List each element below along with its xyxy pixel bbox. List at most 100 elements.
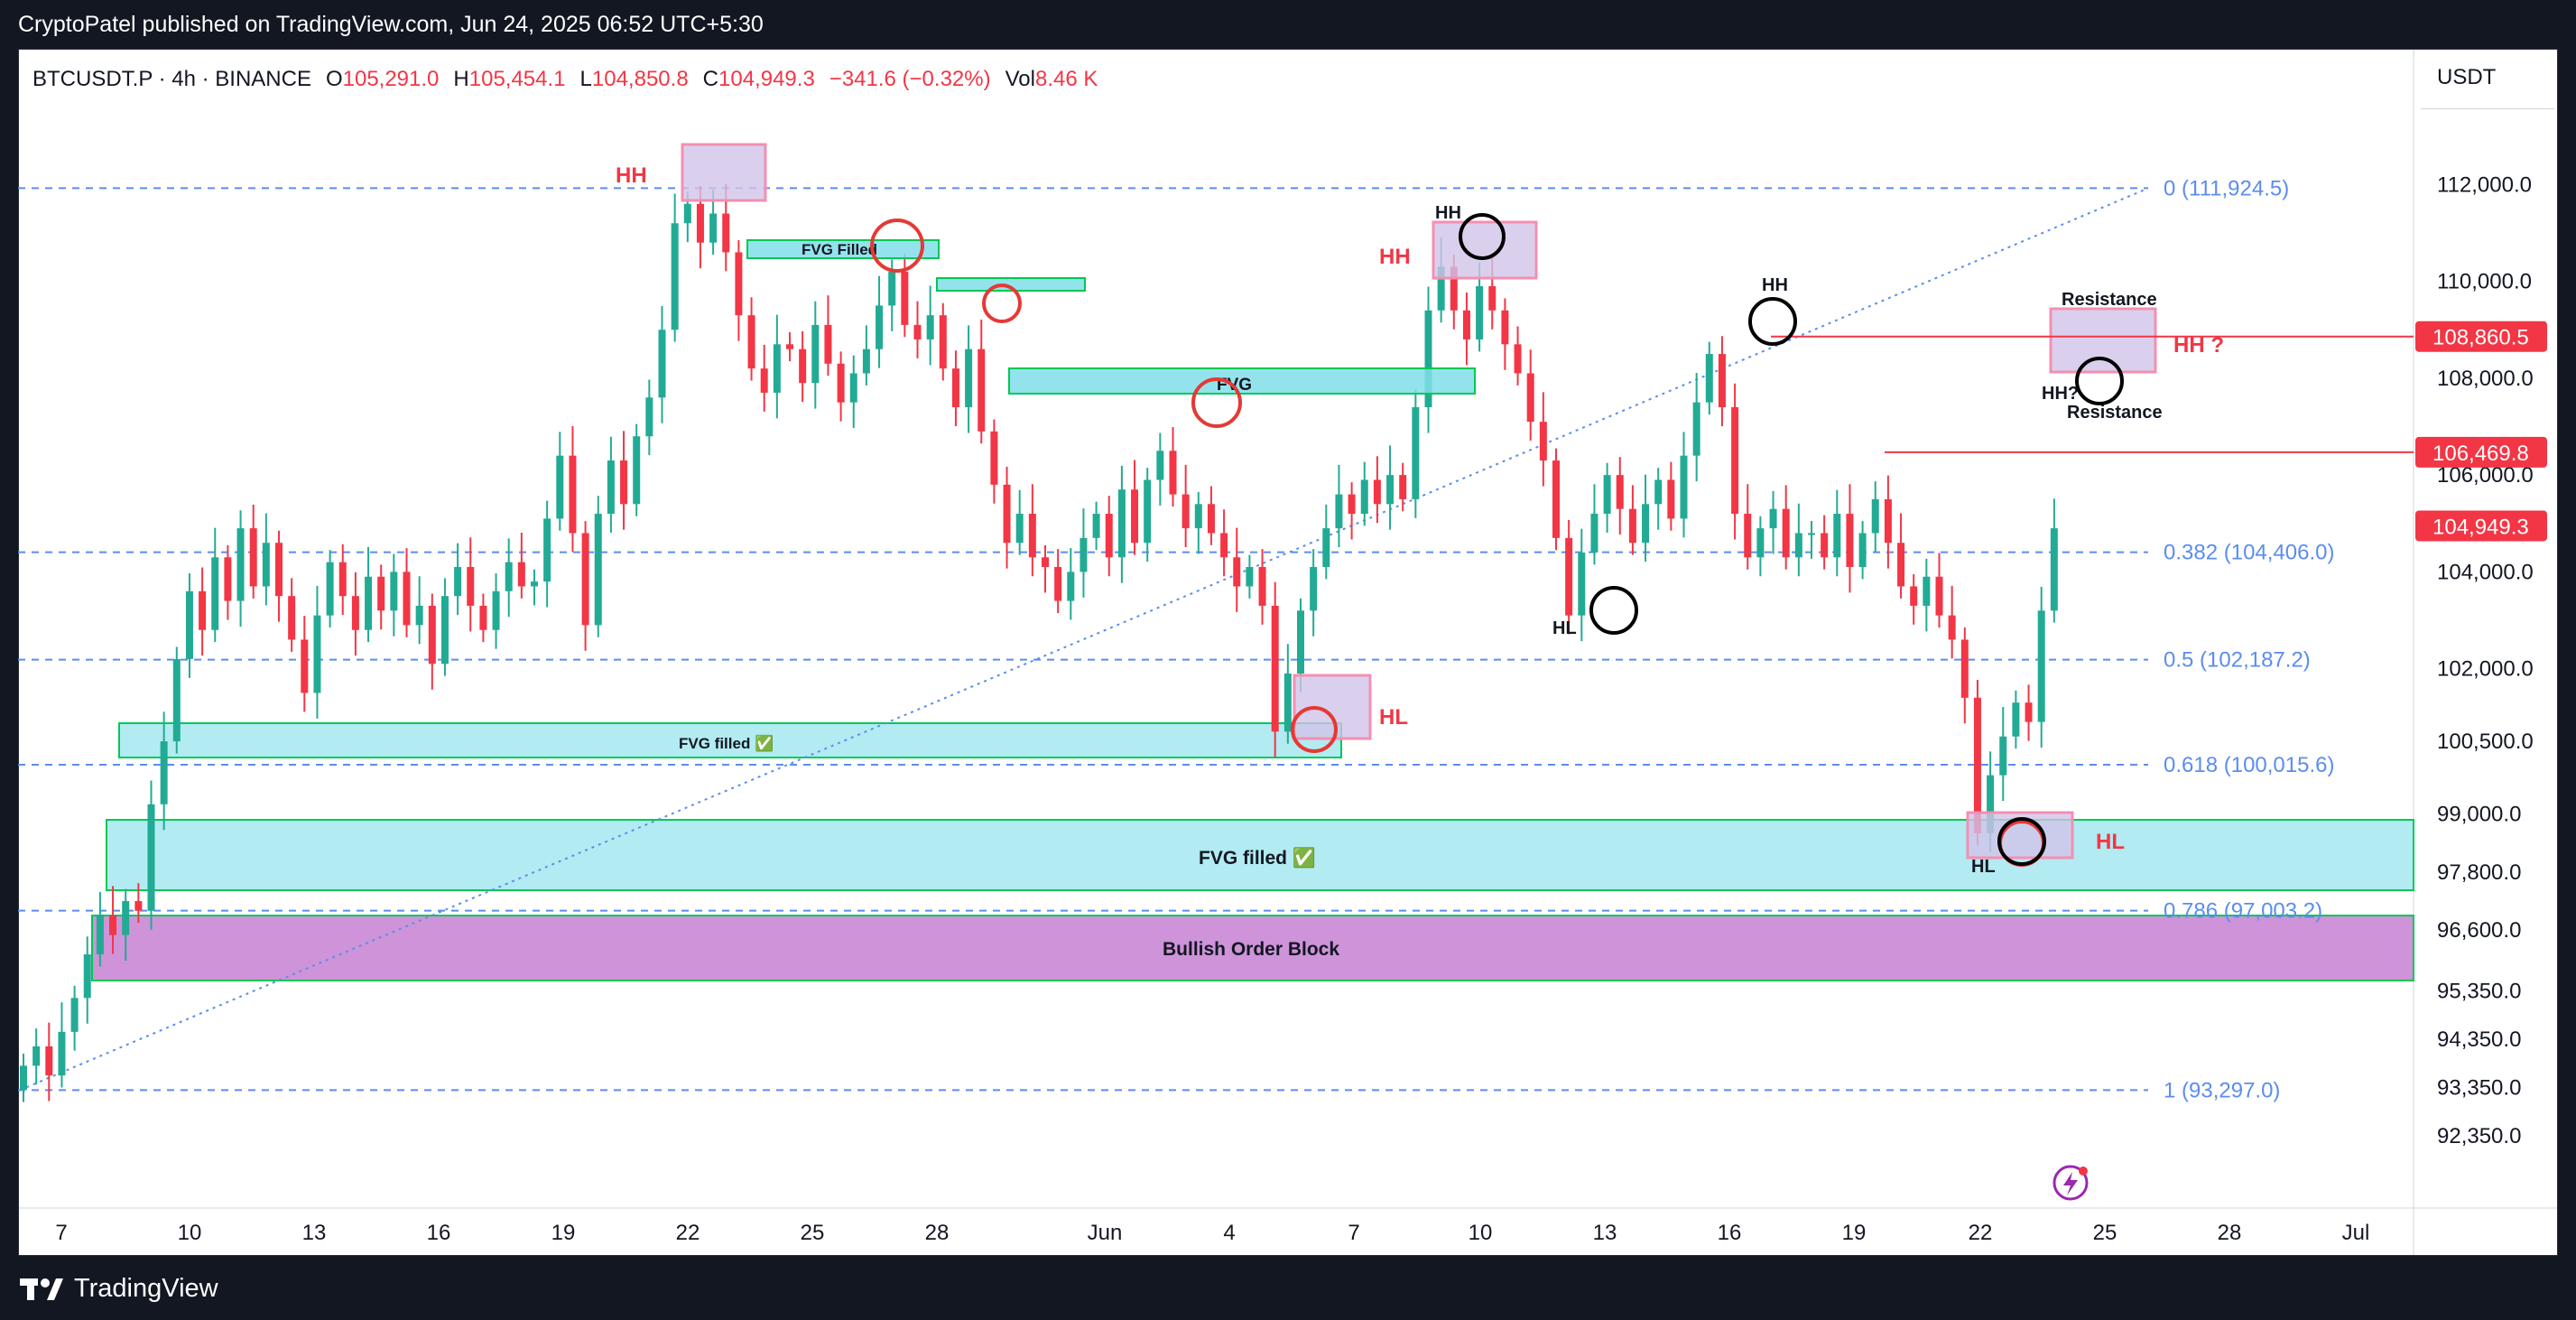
candle-body bbox=[978, 349, 986, 432]
fvg-zone-small bbox=[746, 239, 940, 259]
x-tick-label: 16 bbox=[427, 1221, 451, 1245]
candle-body bbox=[45, 1046, 53, 1076]
currency-label[interactable]: USDT bbox=[2437, 65, 2497, 89]
hl-label: HL bbox=[1379, 705, 1408, 730]
change-value: −341.6 (−0.32%) bbox=[829, 67, 991, 91]
candle-body bbox=[862, 349, 870, 374]
candle-body bbox=[1692, 402, 1700, 456]
fib-level-label: 0 (111,924.5) bbox=[2164, 176, 2289, 200]
candle-body bbox=[1718, 354, 1726, 408]
lightning-icon[interactable] bbox=[2052, 1165, 2089, 1201]
candle-body bbox=[1731, 407, 1739, 515]
candle-body bbox=[1144, 479, 1152, 544]
price-tag[interactable] bbox=[2415, 436, 2547, 468]
volume-value: 8.46 K bbox=[1034, 67, 1098, 91]
candle-body bbox=[467, 567, 475, 606]
candle-body bbox=[313, 615, 321, 693]
candle-body bbox=[1015, 514, 1024, 544]
candle-body bbox=[185, 590, 193, 659]
candle-body bbox=[338, 562, 347, 597]
x-tick-label: 28 bbox=[2218, 1221, 2242, 1245]
swing-circle-red bbox=[1291, 706, 1338, 753]
candle-body bbox=[1322, 528, 1330, 568]
hl-zone-2 bbox=[1293, 674, 1372, 740]
candle-body bbox=[1488, 285, 1496, 311]
x-tick-label: 13 bbox=[1593, 1221, 1617, 1245]
y-tick-label: 100,500.0 bbox=[2437, 730, 2534, 754]
volume-label: Vol bbox=[1005, 67, 1035, 91]
candle-body bbox=[1131, 489, 1139, 544]
candle-body bbox=[1054, 567, 1062, 601]
hh-target-label: HH ? bbox=[2173, 333, 2224, 358]
fvg-filled-mid-label: FVG filled ✅ bbox=[679, 734, 774, 752]
y-tick-label: 93,350.0 bbox=[2437, 1076, 2521, 1101]
candle-body bbox=[1028, 514, 1036, 558]
candle-body bbox=[428, 605, 436, 665]
x-tick-label: 28 bbox=[925, 1221, 950, 1245]
fib-level-label: 0.786 (97,003.2) bbox=[2164, 899, 2322, 924]
x-tick-label: 22 bbox=[1969, 1221, 1993, 1245]
candle-body bbox=[1769, 508, 1777, 529]
price-chart[interactable]: 0 (111,924.5) 0.382 (104,406.0) 0.5 (102,1… bbox=[0, 0, 2576, 1256]
candle-body bbox=[1871, 498, 1879, 534]
x-tick-label: 16 bbox=[1718, 1221, 1742, 1245]
y-tick-label: 99,000.0 bbox=[2437, 803, 2521, 827]
candle-body bbox=[1846, 514, 1854, 568]
candle-body bbox=[1386, 475, 1395, 505]
candle-body bbox=[926, 315, 934, 339]
candle-body bbox=[1476, 285, 1484, 339]
candle-body bbox=[1565, 537, 1573, 616]
hh-small-label: HH bbox=[1762, 275, 1788, 295]
candle-body bbox=[786, 344, 793, 349]
y-tick-label: 92,350.0 bbox=[2437, 1124, 2521, 1148]
candle-body bbox=[1667, 479, 1675, 519]
price-tag-label: 106,469.8 bbox=[2432, 442, 2529, 466]
candle-body bbox=[760, 368, 768, 393]
candle-body bbox=[939, 315, 947, 369]
candle-body bbox=[262, 543, 270, 587]
resistance-top-label: Resistance bbox=[2062, 290, 2157, 310]
candle-body bbox=[696, 203, 704, 243]
candle-body bbox=[1450, 266, 1458, 311]
candle-body bbox=[390, 572, 398, 611]
hh-zone-1 bbox=[681, 143, 767, 202]
x-tick-label: 19 bbox=[551, 1221, 576, 1245]
hh-label: HH bbox=[616, 163, 647, 188]
candle-body bbox=[633, 436, 641, 505]
x-tick-label: 10 bbox=[1469, 1221, 1493, 1245]
candle-body bbox=[2025, 702, 2033, 722]
candle-body bbox=[1067, 572, 1075, 601]
swing-circle-black bbox=[1748, 297, 1797, 346]
x-tick-label: 19 bbox=[1842, 1221, 1867, 1245]
price-tag[interactable] bbox=[2415, 321, 2547, 352]
candle-body bbox=[1910, 586, 1918, 606]
candle-body bbox=[876, 305, 884, 349]
price-tag[interactable] bbox=[2415, 510, 2547, 542]
candle-body bbox=[1705, 354, 1713, 403]
symbol-legend[interactable]: BTCUSDT.P · 4h · BINANCE O 105,291.0 H 1… bbox=[32, 67, 1098, 92]
candle-body bbox=[1080, 537, 1088, 572]
fib-level-label: 1 (93,297.0) bbox=[2164, 1078, 2280, 1102]
fvg-filled-big-label: FVG filled ✅ bbox=[1199, 846, 1316, 869]
candle-body bbox=[1897, 543, 1905, 587]
candle-body bbox=[1042, 557, 1049, 568]
hh-small-label: HH bbox=[1435, 203, 1461, 223]
candle-body bbox=[147, 804, 155, 911]
candle-body bbox=[824, 324, 832, 364]
candle-body bbox=[96, 916, 104, 955]
symbol-label[interactable]: BTCUSDT.P · 4h · BINANCE bbox=[32, 67, 311, 91]
candle-body bbox=[1233, 557, 1241, 587]
y-tick-label: 110,000.0 bbox=[2437, 270, 2532, 294]
candle-body bbox=[70, 998, 79, 1032]
candle-body bbox=[1246, 567, 1254, 587]
candle-body bbox=[1578, 552, 1586, 616]
candle-body bbox=[569, 455, 577, 534]
tradingview-brand[interactable]: TradingView bbox=[20, 1270, 218, 1306]
candle-body bbox=[454, 567, 462, 597]
candle-body bbox=[1642, 504, 1650, 544]
candle-body bbox=[1756, 528, 1765, 558]
fib-level-label: 0.5 (102,187.2) bbox=[2164, 648, 2311, 673]
x-tick-label: 13 bbox=[302, 1221, 327, 1245]
candle-body bbox=[620, 460, 628, 505]
x-tick-label: Jul bbox=[2342, 1221, 2370, 1245]
